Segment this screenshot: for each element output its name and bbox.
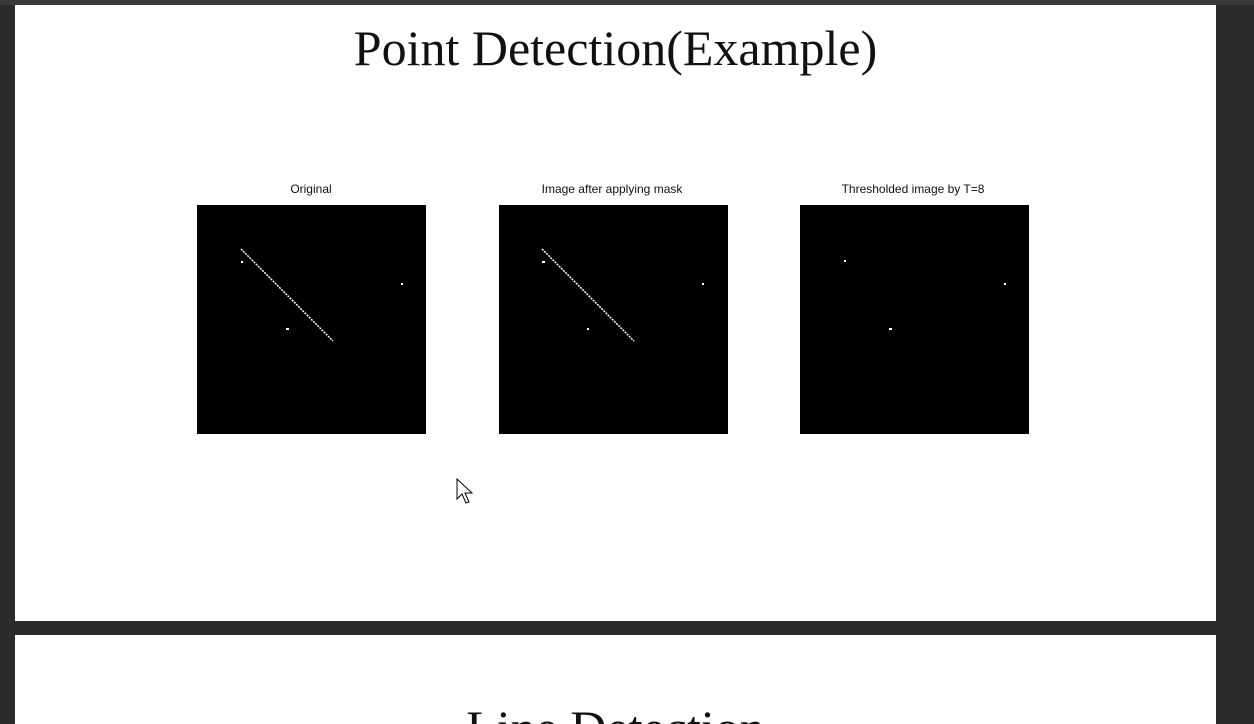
figure-caption: Original [290,182,332,196]
slide-title: Line Detection [15,699,1216,724]
figure-image [499,205,728,434]
slide-page: Line Detection [15,635,1216,724]
figure-caption: Thresholded image by T=8 [841,182,985,196]
figure-caption: Image after applying mask [541,182,683,196]
mouse-cursor [456,478,474,504]
image-content [240,248,403,342]
figure-image [197,205,426,434]
image-content [541,248,704,342]
toolbar [0,0,1254,5]
figure-image [800,205,1029,434]
slide-title: Point Detection(Example) [353,20,878,76]
slide-page: Point Detection(Example) Original Image … [15,5,1216,621]
image-content [844,260,1006,330]
